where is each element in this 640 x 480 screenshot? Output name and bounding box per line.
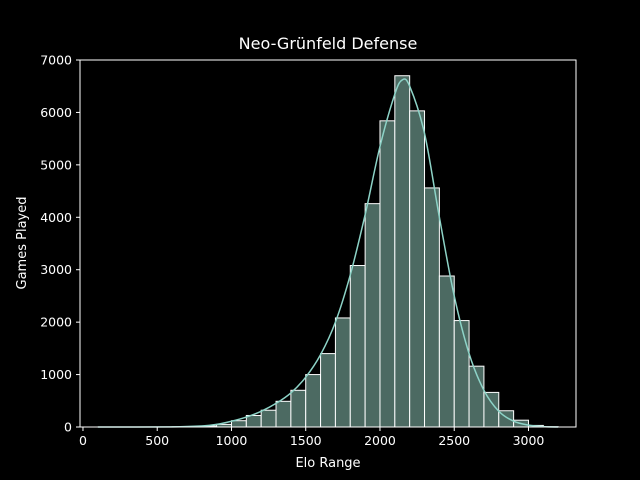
x-tick-label-0: 0 xyxy=(79,433,87,448)
x-axis: 0 500 1000 1500 2000 2500 3000 xyxy=(79,427,544,448)
y-tick-label-0: 0 xyxy=(64,420,72,435)
histogram-bar-10 xyxy=(245,414,262,428)
y-axis-label: Games Played xyxy=(15,197,30,290)
histogram-bar-14 xyxy=(305,374,322,428)
histogram-bar-13 xyxy=(290,389,307,428)
histogram-bar-17 xyxy=(349,265,366,428)
histogram-bar-18 xyxy=(364,203,381,428)
y-tick-label-4: 4000 xyxy=(40,210,72,225)
chart-title: Neo-Grünfeld Defense xyxy=(239,34,418,53)
histogram-bar-15 xyxy=(320,353,336,428)
plot-frame xyxy=(79,59,577,428)
kde-curve xyxy=(97,78,559,428)
y-tick-label-5: 5000 xyxy=(40,157,72,172)
x-axis-label: Elo Range xyxy=(295,456,360,471)
y-tick-label-1: 1000 xyxy=(40,367,72,382)
histogram-bar-22 xyxy=(424,187,440,428)
y-tick-label-6: 6000 xyxy=(40,105,72,120)
x-tick-label-1: 500 xyxy=(145,433,169,448)
histogram-bar-12 xyxy=(275,400,292,428)
y-tick-label-2: 2000 xyxy=(40,315,72,330)
histogram-bar-21 xyxy=(409,110,426,428)
histogram-bar-11 xyxy=(260,409,277,428)
histogram-bar-20 xyxy=(394,75,411,428)
x-tick-label-2: 1000 xyxy=(216,433,248,448)
histogram-bar-9 xyxy=(230,420,247,428)
y-tick-label-7: 7000 xyxy=(40,53,72,68)
histogram-bar-24 xyxy=(453,320,470,428)
histogram-bar-23 xyxy=(438,275,455,428)
bar-group xyxy=(171,75,559,428)
x-tick-label-6: 3000 xyxy=(513,433,545,448)
y-axis: 0 1000 2000 3000 4000 5000 6000 7000 xyxy=(40,53,80,435)
x-tick-label-3: 1500 xyxy=(290,433,322,448)
histogram-bar-19 xyxy=(379,120,396,428)
x-tick-label-4: 2000 xyxy=(364,433,396,448)
y-tick-label-3: 3000 xyxy=(40,262,72,277)
x-tick-label-5: 2500 xyxy=(438,433,470,448)
histogram-bar-16 xyxy=(334,317,351,428)
